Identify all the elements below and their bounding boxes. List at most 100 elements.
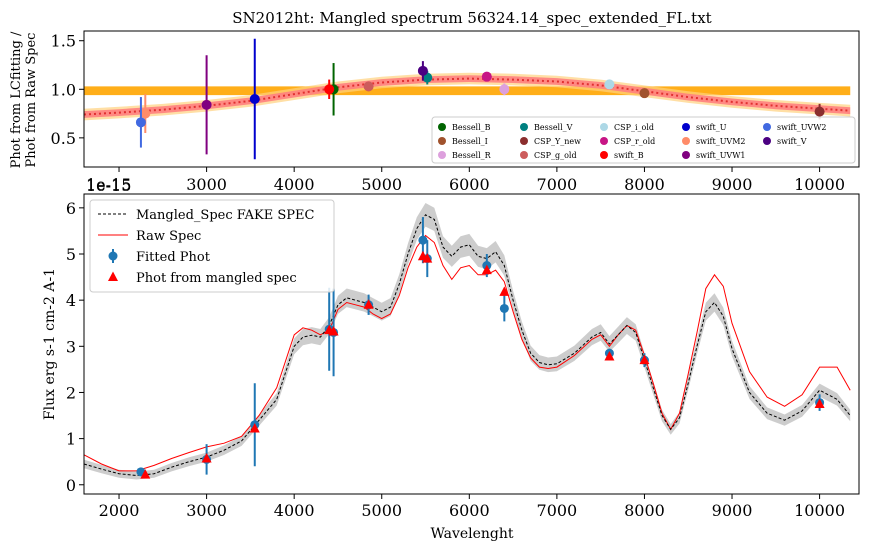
flux-legend-box — [89, 199, 335, 293]
ratio-y-axis-label: Phot from LCfitting / Phot from Raw Spec — [9, 31, 39, 168]
ratio-marker-Bessell_R — [499, 84, 510, 95]
ratio-marker-Bessell_I — [639, 88, 650, 99]
legend-mangled-label: Mangled_Spec FAKE SPEC — [136, 208, 315, 223]
flux-xtick-label: 10000 — [794, 501, 845, 520]
ratio-legend-marker-swift_UVW2 — [763, 123, 771, 131]
ratio-legend: Bessell_B Bessell_I Bessell_R Bessell_V CSP_… — [431, 116, 856, 164]
mangled-phot-marker — [639, 354, 650, 365]
ratio-legend-marker-Bessell_V — [520, 123, 528, 131]
ratio-legend-label-CSP_Y_new: CSP_Y_new — [534, 137, 581, 146]
ratio-point-swift_UVM2 — [140, 94, 151, 133]
ratio-ytick-label: 0.5 — [51, 129, 76, 148]
ratio-legend-marker-Bessell_R — [438, 151, 446, 159]
legend-fitted-label: Fitted Phot — [136, 250, 211, 265]
flux-xtick-label: 6000 — [449, 501, 490, 520]
ratio-plot-area — [84, 38, 851, 160]
mangled-phot-marker — [249, 422, 260, 433]
ratio-legend-marker-swift_U — [682, 123, 690, 131]
ratio-y-axis-label-line-2: Phot from Raw Spec — [24, 33, 39, 168]
ratio-xtick-label: 7000 — [537, 175, 578, 194]
ratio-point-CSP_g_old — [363, 81, 374, 92]
ratio-point-Bessell_I — [639, 88, 650, 99]
fitted-phot-marker — [499, 303, 509, 313]
ratio-marker-CSP_r_old — [481, 71, 492, 82]
ratio-legend-label-Bessell_V: Bessell_V — [534, 123, 573, 132]
ratio-marker-CSP_i_old — [604, 79, 615, 90]
ratio-point-Bessell_R — [499, 83, 510, 96]
ratio-legend-marker-swift_V — [763, 137, 771, 145]
flux-x-axis-label: Wavelenght — [430, 526, 513, 542]
ratio-marker-swift_UVW1 — [201, 99, 212, 110]
flux-xtick-label: 5000 — [361, 501, 402, 520]
ratio-x-ticks: 3000 4000 5000 6000 7000 8000 9000 10000 — [118, 167, 845, 194]
ratio-legend-label-Bessell_I: Bessell_I — [452, 137, 488, 146]
flux-y-axis-label: Flux erg s-1 cm-2 A-1 — [42, 268, 58, 420]
flux-xtick-label: 8000 — [624, 501, 665, 520]
ratio-xtick-label: 9000 — [712, 175, 753, 194]
ratio-marker-swift_U — [249, 94, 260, 104]
ratio-marker-CSP_Y_new — [814, 106, 825, 117]
mangled-phot-marker — [814, 398, 825, 408]
ratio-legend-marker-CSP_g_old — [520, 151, 528, 159]
ratio-legend-marker-swift_B — [600, 151, 608, 159]
legend-fitted-marker-swatch — [108, 251, 118, 261]
ratio-legend-label-CSP_g_old: CSP_g_old — [534, 151, 577, 160]
ratio-marker-swift_V — [417, 65, 428, 76]
orange-band-outer — [84, 86, 851, 96]
flux-ytick-label: 3 — [66, 337, 76, 356]
ratio-point-swift_B — [324, 79, 335, 99]
flux-ytick-label: 4 — [66, 291, 76, 310]
legend-raw-label: Raw Spec — [136, 229, 201, 244]
mangled-phot-marker — [422, 253, 433, 263]
ratio-legend-marker-swift_UVM2 — [682, 137, 690, 145]
ratio-legend-label-swift_UVW1: swift_UVW1 — [696, 151, 746, 160]
ratio-legend-label-CSP_i_old: CSP_i_old — [614, 123, 654, 132]
mangled-phot-marker — [328, 326, 339, 336]
ratio-panel: SN2012ht: Mangled spectrum 56324.14_spec… — [9, 9, 860, 194]
chart-title: SN2012ht: Mangled spectrum 56324.14_spec… — [232, 9, 711, 27]
flux-x-ticks: 2000 3000 4000 5000 6000 7000 8000 9000 10000 — [99, 494, 845, 520]
ratio-legend-marker-swift_UVW1 — [682, 151, 690, 159]
raw-spec-line — [84, 234, 851, 472]
ratio-legend-marker-Bessell_B — [438, 123, 446, 131]
ratio-xtick-label: 6000 — [449, 175, 490, 194]
ratio-point-swift_V — [417, 61, 428, 81]
ratio-xtick-label: 8000 — [624, 175, 665, 194]
mangled-spec-band — [84, 203, 851, 480]
fitted-phot-marker — [418, 235, 428, 245]
ratio-legend-box — [431, 116, 856, 164]
flux-ytick-label: 5 — [66, 245, 76, 264]
ratio-y-axis-label-line-1: Phot from LCfitting / — [9, 31, 24, 168]
ratio-ytick-label: 1.5 — [51, 32, 76, 51]
ratio-ytick-label: 1.0 — [51, 80, 76, 99]
mangled-phot-marker — [140, 469, 151, 479]
ratio-legend-marker-Bessell_I — [438, 137, 446, 145]
flux-legend: Mangled_Spec FAKE SPEC Raw Spec Fitted Pho… — [89, 199, 335, 293]
flux-panel: 0 1 2 3 4 5 6 2000 3000 4000 5000 6000 7000 8000 9000… — [42, 176, 860, 542]
ratio-offset-text: 1e-15 — [86, 175, 131, 194]
flux-ytick-label: 0 — [66, 476, 76, 495]
ratio-legend-marker-CSP_Y_new — [520, 137, 528, 145]
flux-offset-text: 1e-15 — [86, 176, 131, 195]
flux-ytick-label: 6 — [66, 199, 76, 218]
mangled-phot-marker — [481, 264, 492, 275]
flux-xtick-label: 2000 — [99, 501, 140, 520]
ratio-curve — [84, 77, 851, 116]
flux-xtick-label: 4000 — [274, 501, 315, 520]
ratio-marker-CSP_g_old — [363, 81, 374, 92]
mangled-phot-marker — [201, 452, 212, 463]
ratio-xtick-label: 3000 — [186, 175, 227, 194]
ratio-legend-label-swift_UVW2: swift_UVW2 — [777, 123, 827, 132]
ratio-legend-label-CSP_r_old: CSP_r_old — [614, 137, 655, 146]
ratio-legend-label-Bessell_R: Bessell_R — [452, 151, 492, 160]
ratio-marker-swift_B — [324, 84, 335, 95]
ratio-legend-label-Bessell_B: Bessell_B — [452, 123, 491, 132]
ratio-xtick-label: 10000 — [794, 175, 845, 194]
ratio-legend-label-swift_UVM2: swift_UVM2 — [696, 137, 746, 146]
ratio-legend-label-swift_B: swift_B — [614, 151, 644, 160]
flux-xtick-label: 9000 — [712, 501, 753, 520]
flux-xtick-label: 7000 — [537, 501, 578, 520]
ratio-point-swift_UVW2 — [135, 97, 146, 148]
